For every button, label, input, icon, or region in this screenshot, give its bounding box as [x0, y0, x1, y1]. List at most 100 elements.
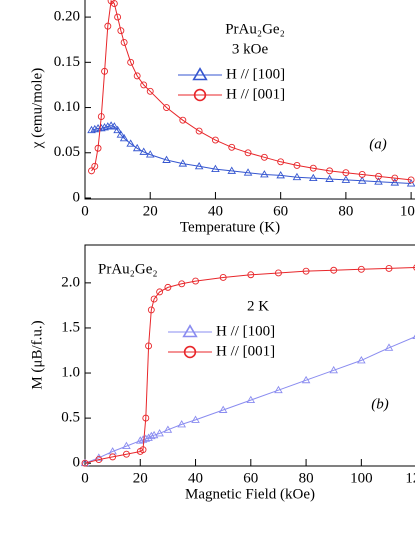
data-point	[103, 122, 113, 130]
data-point	[123, 450, 130, 458]
data-point	[150, 295, 158, 303]
data-point	[341, 175, 351, 183]
annotation: 2 K	[247, 298, 269, 314]
data-point	[302, 267, 310, 275]
data-point	[274, 269, 282, 277]
x-tick-label: 0	[81, 470, 89, 486]
series-line	[84, 267, 415, 464]
series-line	[84, 336, 415, 464]
data-point	[122, 441, 131, 450]
data-point	[147, 306, 155, 314]
data-point	[260, 153, 268, 161]
y-tick-label: 0.15	[54, 54, 80, 70]
data-point	[192, 277, 199, 285]
data-point	[133, 72, 141, 80]
annotation: (b)	[371, 396, 389, 412]
legend-marker	[193, 88, 207, 102]
data-point	[119, 133, 129, 142]
data-point	[132, 143, 142, 152]
data-point	[135, 436, 145, 444]
y-tick-label: 0.20	[54, 9, 80, 25]
data-point	[191, 415, 200, 423]
data-point	[146, 87, 154, 95]
data-point	[326, 167, 334, 175]
data-point	[114, 13, 122, 21]
x-tick-label: 80	[299, 470, 314, 486]
data-point	[385, 264, 393, 272]
annotation: PrAu₂Ge₂	[225, 21, 285, 37]
data-point	[228, 143, 236, 151]
data-point	[91, 162, 99, 170]
data-point	[329, 365, 338, 374]
data-point	[195, 127, 203, 135]
data-point	[194, 161, 204, 170]
data-point	[155, 429, 164, 437]
data-point	[277, 158, 285, 166]
y-tick-label: 2.0	[61, 274, 80, 290]
legend-label: H // [100]	[216, 323, 275, 339]
data-point	[375, 172, 382, 180]
data-point	[218, 405, 228, 413]
data-point	[384, 343, 394, 351]
data-point	[325, 174, 334, 182]
y-axis-label: χ (emu/mole)	[29, 68, 45, 149]
y-tick-label: 1.5	[61, 319, 80, 335]
data-point	[276, 170, 285, 179]
data-point	[163, 425, 173, 433]
data-point	[140, 81, 148, 89]
legend-label: H // [100]	[226, 66, 285, 82]
data-point	[142, 414, 150, 422]
data-point	[120, 38, 128, 46]
data-point	[357, 356, 366, 364]
data-point	[94, 144, 102, 152]
data-point	[81, 459, 89, 467]
data-point	[110, 122, 119, 130]
data-point	[162, 155, 171, 163]
data-point	[219, 274, 227, 281]
data-point	[413, 264, 415, 271]
data-point	[211, 136, 219, 144]
x-tick-label: 120	[405, 470, 415, 486]
y-tick-label: 0	[73, 189, 81, 205]
data-point	[163, 104, 170, 111]
data-point	[274, 385, 283, 394]
y-tick-label: 0	[73, 455, 81, 471]
data-point	[357, 265, 365, 273]
data-point	[101, 67, 109, 75]
x-axis-label: Temperature (K)	[180, 219, 280, 235]
plot-frame	[84, 244, 415, 467]
data-point	[179, 116, 187, 124]
data-point	[301, 375, 311, 384]
series-line	[91, 0, 412, 181]
data-point	[406, 179, 415, 187]
x-axis-label: Magnetic Field (kOe)	[185, 486, 315, 502]
data-point	[88, 167, 95, 175]
data-point	[227, 166, 237, 174]
x-tick-label: 40	[188, 470, 203, 486]
data-point	[147, 431, 156, 440]
plot-frame	[84, 0, 415, 200]
data-point	[104, 22, 112, 30]
data-point	[117, 27, 125, 35]
data-point	[90, 124, 100, 133]
data-point	[308, 173, 318, 182]
data-point	[178, 280, 186, 288]
x-tick-label: 100	[400, 203, 415, 219]
data-point	[243, 168, 253, 176]
data-point	[211, 164, 220, 173]
data-point	[156, 288, 164, 296]
data-point	[391, 174, 399, 182]
data-point	[178, 159, 188, 167]
data-point	[97, 123, 106, 132]
data-point	[139, 446, 147, 454]
legend-label: H // [001]	[226, 86, 285, 102]
data-point	[95, 456, 103, 464]
data-point	[138, 435, 148, 443]
x-tick-label: 40	[208, 203, 223, 219]
data-point	[309, 164, 317, 172]
y-tick-label: 0.5	[61, 410, 80, 426]
data-point	[109, 453, 117, 461]
y-tick-label: 1.0	[61, 364, 80, 380]
data-point	[113, 125, 122, 134]
legend-marker	[183, 345, 197, 359]
